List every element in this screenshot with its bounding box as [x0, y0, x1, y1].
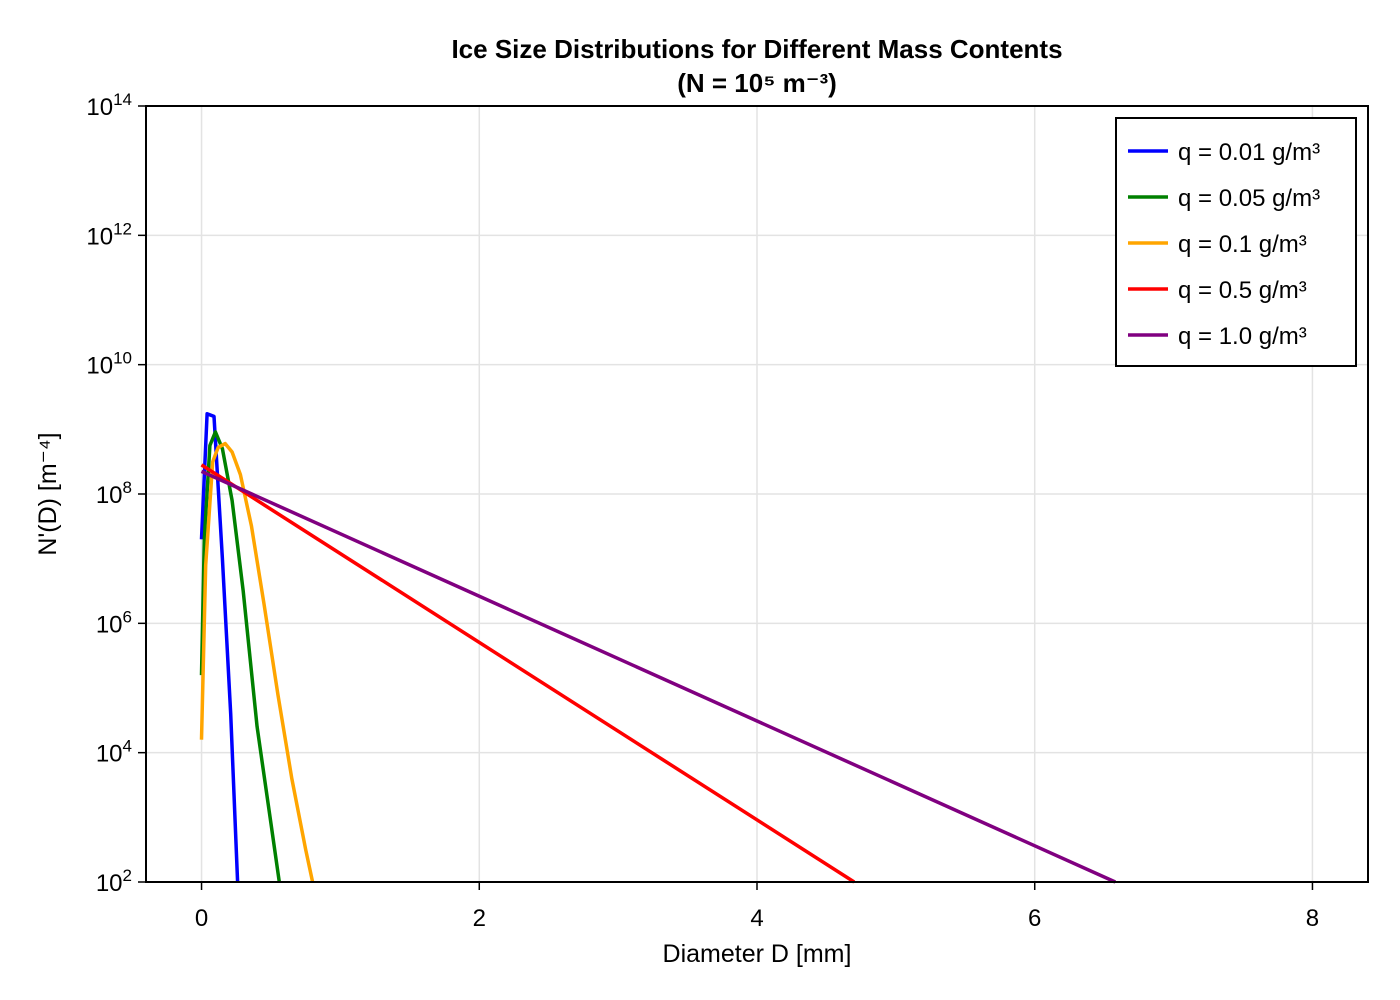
y-tick-label: 1010 — [86, 349, 132, 380]
x-axis-label: Diameter D [mm] — [663, 940, 852, 968]
x-tick-label: 8 — [1306, 905, 1319, 932]
chart-title-line-2: (N = 10⁵ m⁻³) — [677, 68, 837, 98]
series-line-1 — [199, 412, 240, 883]
y-tick-base: 10 — [86, 223, 113, 250]
y-axis-label: N'(D) [m⁻⁴] — [34, 432, 62, 555]
y-tick-exponent: 4 — [123, 737, 132, 756]
y-tick-base: 10 — [96, 482, 123, 509]
series-line-4 — [200, 463, 856, 884]
y-tick-label: 108 — [96, 478, 132, 509]
y-tick-label: 102 — [96, 866, 132, 897]
y-tick-exponent: 10 — [113, 349, 132, 368]
x-tick-label: 2 — [473, 905, 486, 932]
y-tick-base: 10 — [96, 611, 123, 638]
y-tick-base: 10 — [96, 870, 123, 897]
y-tick-exponent: 8 — [123, 478, 132, 497]
series-line-2 — [199, 430, 282, 883]
legend: q = 0.01 g/m³ q = 0.05 g/m³ q = 0.1 g/m³ q … — [1115, 117, 1357, 367]
y-tick-base: 10 — [96, 741, 123, 768]
legend-items: q = 0.01 g/m³ q = 0.05 g/m³ q = 0.1 g/m³ q … — [1128, 139, 1320, 350]
y-tick-base: 10 — [86, 353, 113, 380]
y-tick-base: 10 — [86, 94, 113, 121]
legend-label-4: q = 0.5 g/m³ — [1178, 277, 1307, 304]
chart-title-line-1: Ice Size Distributions for Different Mas… — [451, 34, 1062, 64]
y-tick-label: 1014 — [86, 90, 132, 121]
legend-label-2: q = 0.05 g/m³ — [1178, 185, 1320, 212]
x-tick-label: 0 — [195, 905, 208, 932]
legend-label-5: q = 1.0 g/m³ — [1178, 323, 1307, 350]
legend-label-1: q = 0.01 g/m³ — [1178, 139, 1320, 166]
series-line-3 — [199, 441, 315, 883]
series-lines — [199, 412, 1117, 884]
y-tick-exponent: 12 — [113, 219, 132, 238]
y-tick-exponent: 14 — [113, 90, 132, 109]
y-tick-label: 1012 — [86, 219, 132, 250]
y-tick-exponent: 6 — [123, 607, 132, 626]
x-tick-label: 4 — [750, 905, 763, 932]
legend-label-3: q = 0.1 g/m³ — [1178, 231, 1307, 258]
x-tick-label: 6 — [1028, 905, 1041, 932]
y-tick-label: 106 — [96, 607, 132, 638]
series-line-5 — [200, 469, 1117, 884]
y-tick-label: 104 — [96, 737, 132, 768]
y-tick-exponent: 2 — [123, 866, 132, 885]
x-axis-ticks: 0 2 4 6 8 — [195, 882, 1319, 932]
